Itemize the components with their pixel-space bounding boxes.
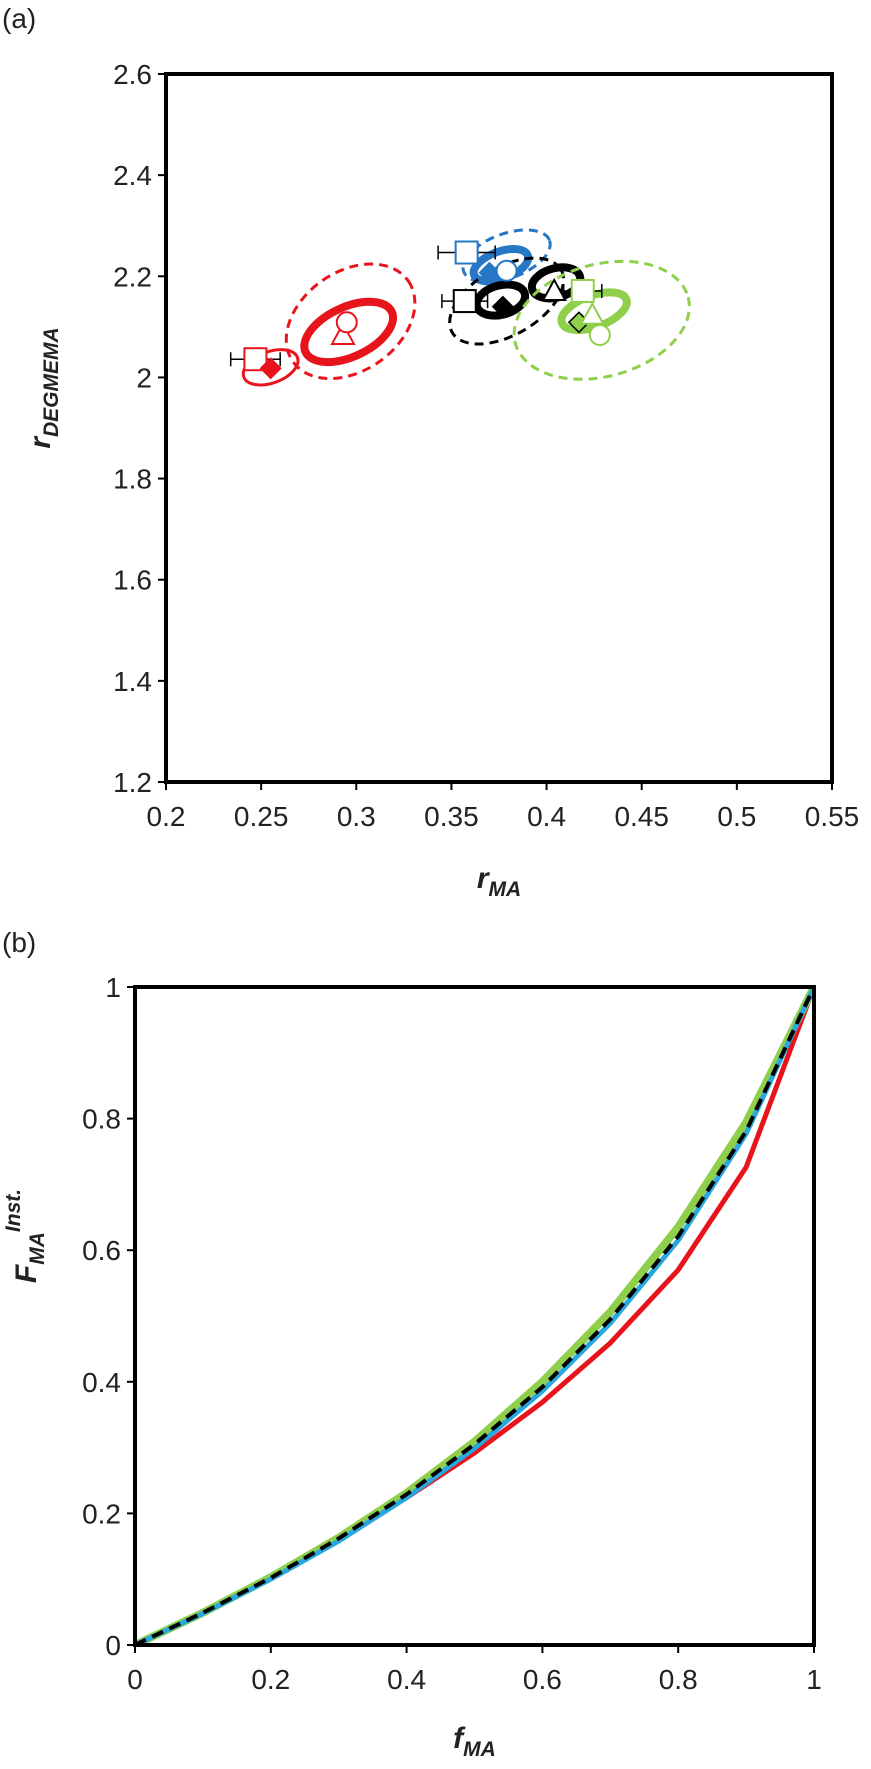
plot (135, 987, 814, 1645)
triangle-marker (579, 301, 605, 325)
square-marker (570, 278, 595, 303)
panel-label: (a) (2, 3, 36, 34)
y-tick-label: 1.8 (113, 464, 152, 495)
square-marker (452, 289, 477, 314)
y-tick-label: 0.4 (82, 1367, 121, 1398)
x-axis-label-sub: MA (463, 1738, 496, 1761)
confidence-ellipse (512, 259, 691, 381)
circle-marker (588, 323, 611, 346)
diamond-marker (259, 357, 282, 380)
x-tick-label: 0.25 (234, 801, 289, 832)
series-line (135, 987, 814, 1645)
y-tick-label: 2.2 (113, 261, 152, 292)
y-tick-label: 1 (105, 972, 121, 1003)
series-line (135, 987, 814, 1645)
x-tick-label: 0.8 (659, 1664, 698, 1695)
x-axis-label: fMA (453, 1722, 496, 1761)
y-tick-label: 0.6 (82, 1235, 121, 1266)
plot-frame (133, 985, 816, 1647)
y-axis-label-sub: MA (26, 1232, 49, 1265)
y-axis-label: FMAInst. (2, 1189, 49, 1283)
y-tick-label: 0 (105, 1630, 121, 1661)
confidence-ellipse (300, 297, 398, 367)
y-axis-label-sup: Inst. (2, 1189, 25, 1232)
x-tick-label: 0.5 (717, 801, 756, 832)
square-marker (454, 240, 479, 265)
series-line (135, 987, 814, 1645)
x-axis-label: rMA (477, 862, 521, 901)
y-tick-label: 1.2 (113, 767, 152, 798)
confidence-ellipse (284, 262, 417, 381)
x-tick-label: 1 (806, 1664, 822, 1695)
y-axis-label-main: F (10, 1264, 43, 1283)
plot (229, 228, 691, 387)
series-line (135, 987, 814, 1645)
y-tick-label: 1.4 (113, 666, 152, 697)
y-tick-label: 0.8 (82, 1104, 121, 1135)
x-axis-label-main: r (477, 862, 491, 895)
x-tick-label: 0.45 (614, 801, 669, 832)
y-axis-label: rDEGMEMA (24, 327, 63, 448)
x-axis-label-main: f (453, 1722, 466, 1755)
x-tick-label: 0.55 (805, 801, 860, 832)
y-tick-label: 1.6 (113, 565, 152, 596)
x-tick-label: 0.4 (527, 801, 566, 832)
x-tick-label: 0.35 (424, 801, 479, 832)
x-tick-label: 0 (127, 1664, 143, 1695)
x-tick-label: 0.6 (523, 1664, 562, 1695)
y-tick-label: 0.2 (82, 1498, 121, 1529)
y-axis-label-sub: DEGMEMA (40, 327, 63, 437)
x-tick-label: 0.2 (147, 801, 186, 832)
y-axis-label-main: r (24, 435, 57, 449)
square-marker (243, 347, 268, 372)
x-axis-label-sub: MA (489, 878, 522, 901)
panel-label: (b) (2, 927, 36, 958)
x-tick-label: 0.2 (251, 1664, 290, 1695)
y-tick-label: 2 (136, 362, 152, 393)
y-tick-label: 2.4 (113, 160, 152, 191)
y-tick-label: 2.6 (113, 59, 152, 90)
diamond-marker (491, 295, 514, 318)
x-tick-label: 0.4 (387, 1664, 426, 1695)
confidence-ellipse (461, 228, 552, 284)
x-tick-label: 0.3 (337, 801, 376, 832)
plot-frame (164, 72, 834, 784)
triangle-marker (330, 321, 356, 345)
triangle-marker (541, 277, 567, 301)
circle-marker (335, 311, 358, 334)
circle-marker (495, 259, 518, 282)
